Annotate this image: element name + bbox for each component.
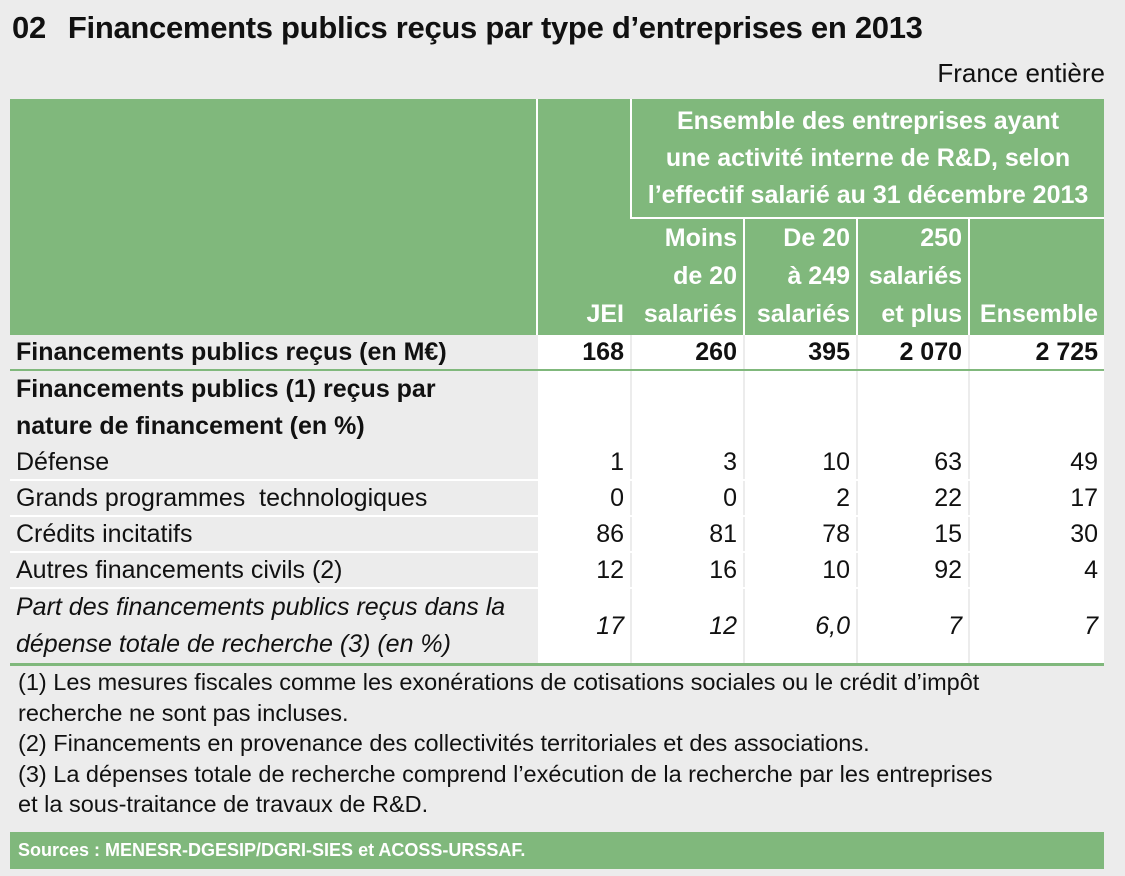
cell-value: 260	[630, 335, 744, 371]
cell-value: 30	[967, 516, 1105, 553]
cell-value: 6,0	[743, 587, 857, 666]
cell-value: 1	[536, 445, 631, 481]
column-header-moins-20: Moins de 20 salariés	[631, 218, 744, 335]
cell-value: 0	[630, 480, 744, 517]
cell-value: 2 070	[856, 335, 969, 371]
column-header-20-249: De 20 à 249 salariés	[743, 218, 857, 335]
header-line: de 20	[673, 262, 737, 290]
table-row: Crédits incitatifs 86 81 78 15 30	[10, 516, 1105, 553]
cell-value: 92	[856, 552, 969, 589]
cell-value: 10	[743, 552, 857, 589]
section-label-line: Financements publics (1) reçus par	[16, 375, 436, 403]
cell-value: 2 725	[967, 335, 1105, 371]
footnote-line: recherche ne sont pas incluses.	[18, 699, 349, 726]
row-label: Financements publics reçus (en M€)	[10, 335, 537, 371]
cell-value: 3	[630, 445, 744, 481]
header-line: salariés	[868, 262, 962, 290]
header-line: 250	[920, 224, 962, 252]
figure-title: 02 Financements publics reçus par type d’…	[12, 10, 923, 46]
sources-bar: Sources : MENESR-DGESIP/DGRI-SIES et ACO…	[10, 832, 1104, 869]
empty-cell	[536, 370, 631, 445]
row-label: Crédits incitatifs	[10, 516, 537, 553]
figure-title-text: Financements publics reçus par type d’en…	[67, 10, 923, 45]
row-label-line: Part des financements publics reçus dans…	[16, 593, 506, 621]
cell-value: 22	[856, 480, 969, 517]
section-label-line: nature de financement (en %)	[16, 412, 365, 440]
cell-value: 78	[743, 516, 857, 553]
header-line: De 20	[783, 224, 850, 252]
cell-value: 86	[536, 516, 631, 553]
group-header-line: Ensemble des entreprises ayant	[676, 107, 1060, 135]
empty-cell	[967, 370, 1105, 445]
row-label: Défense	[10, 445, 537, 481]
row-label: Autres financements civils (2)	[10, 552, 537, 589]
group-header-line: une activité interne de R&D, selon	[665, 144, 1071, 172]
footnote-line: et la sous-traitance de travaux de R&D.	[18, 791, 429, 817]
cell-value: 81	[630, 516, 744, 553]
table-row-section: Financements publics (1) reçus par natur…	[10, 370, 1105, 445]
cell-value: 7	[856, 587, 969, 666]
table-row-part: Part des financements publics reçus dans…	[10, 587, 1105, 666]
cell-value: 16	[630, 552, 744, 589]
footnote-line: (1) Les mesures fiscales comme les exoné…	[18, 669, 980, 695]
table-row: Autres financements civils (2) 12 16 10 …	[10, 552, 1105, 589]
cell-value: 0	[536, 480, 631, 517]
cell-value: 17	[536, 587, 631, 666]
cell-value: 12	[536, 552, 631, 589]
group-header-line: l’effectif salarié au 31 décembre 2013	[647, 181, 1089, 209]
cell-value: 15	[856, 516, 969, 553]
table-row: Grands programmes technologiques 0 0 2 2…	[10, 480, 1105, 517]
header-line: Moins	[664, 224, 737, 252]
header-line: et plus	[881, 300, 962, 328]
row-label-line: dépense totale de recherche (3) (en %)	[16, 630, 451, 658]
cell-value: 395	[743, 335, 857, 371]
cell-value: 63	[856, 445, 969, 481]
header-line: à 249	[787, 262, 850, 290]
row-label: Grands programmes technologiques	[10, 480, 537, 517]
column-group-header: Ensemble des entreprises ayant une activ…	[629, 99, 1105, 219]
header-line: salariés	[756, 300, 850, 328]
empty-cell	[856, 370, 969, 445]
footnote-line: (2) Financements en provenance des colle…	[18, 730, 870, 756]
section-label: Financements publics (1) reçus par natur…	[10, 370, 537, 445]
column-header-jei: JEI	[536, 99, 631, 335]
scope-label: France entière	[937, 58, 1105, 88]
empty-cell	[630, 370, 744, 445]
cell-value: 168	[536, 335, 631, 371]
figure-number: 02	[12, 10, 46, 45]
footnotes: (1) Les mesures fiscales comme les exoné…	[18, 667, 1098, 820]
cell-value: 10	[743, 445, 857, 481]
table-row: Défense 1 3 10 63 49	[10, 445, 1105, 481]
cell-value: 17	[967, 480, 1105, 517]
table-row-total: Financements publics reçus (en M€) 168 2…	[10, 335, 1105, 371]
cell-value: 2	[743, 480, 857, 517]
cell-value: 49	[967, 445, 1105, 481]
column-header-250-plus: 250 salariés et plus	[856, 218, 969, 335]
header-label-cell	[10, 99, 537, 335]
row-label: Part des financements publics reçus dans…	[10, 587, 537, 666]
cell-value: 7	[967, 587, 1105, 666]
cell-value: 12	[630, 587, 744, 666]
column-header-ensemble: Ensemble	[967, 218, 1105, 335]
empty-cell	[743, 370, 857, 445]
cell-value: 4	[967, 552, 1105, 589]
financing-table: JEI Ensemble des entreprises ayant une a…	[10, 99, 1105, 666]
header-line: salariés	[643, 300, 737, 328]
footnote-line: (3) La dépenses totale de recherche comp…	[18, 760, 993, 787]
